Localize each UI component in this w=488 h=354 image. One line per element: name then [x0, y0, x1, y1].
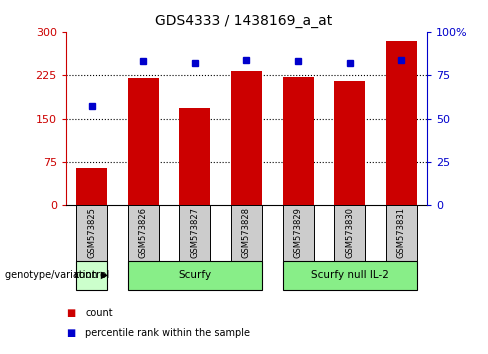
- Text: GSM573829: GSM573829: [293, 207, 303, 258]
- Bar: [180, 205, 210, 261]
- Bar: [334, 81, 365, 205]
- Text: GSM573830: GSM573830: [345, 207, 354, 258]
- Bar: [128, 205, 159, 261]
- Text: GSM573831: GSM573831: [397, 207, 406, 258]
- Bar: [76, 205, 107, 261]
- Bar: [76, 261, 107, 290]
- Bar: [128, 261, 262, 290]
- Text: GDS4333 / 1438169_a_at: GDS4333 / 1438169_a_at: [155, 14, 333, 28]
- Text: control: control: [74, 270, 110, 280]
- Text: Scurfy: Scurfy: [178, 270, 211, 280]
- Bar: [283, 205, 313, 261]
- Text: ■: ■: [66, 308, 75, 318]
- Bar: [386, 41, 417, 205]
- Bar: [231, 205, 262, 261]
- Text: count: count: [85, 308, 113, 318]
- Text: GSM573827: GSM573827: [190, 207, 200, 258]
- Bar: [231, 71, 262, 205]
- Bar: [283, 77, 313, 205]
- Bar: [128, 78, 159, 205]
- Text: GSM573826: GSM573826: [139, 207, 148, 258]
- Text: GSM573828: GSM573828: [242, 207, 251, 258]
- Text: percentile rank within the sample: percentile rank within the sample: [85, 328, 250, 338]
- Bar: [180, 108, 210, 205]
- Text: genotype/variation ▶: genotype/variation ▶: [5, 270, 108, 280]
- Bar: [76, 168, 107, 205]
- Text: Scurfy null IL-2: Scurfy null IL-2: [311, 270, 388, 280]
- Text: ■: ■: [66, 328, 75, 338]
- Bar: [334, 205, 365, 261]
- Bar: [283, 261, 417, 290]
- Text: GSM573825: GSM573825: [87, 207, 96, 258]
- Bar: [386, 205, 417, 261]
